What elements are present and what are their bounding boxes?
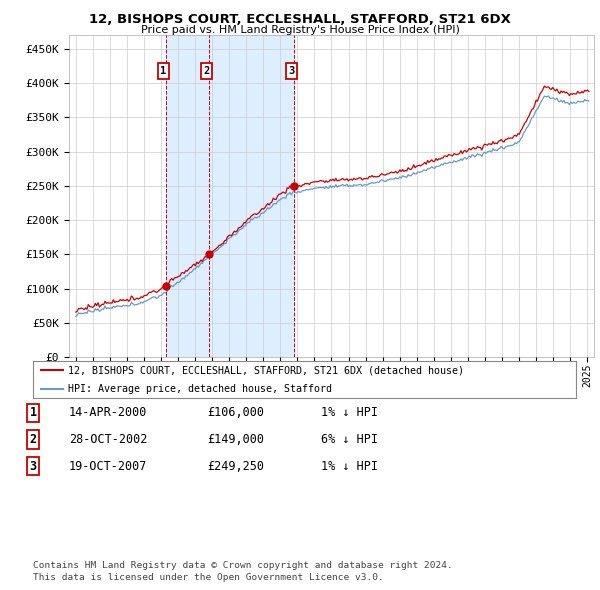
Text: HPI: Average price, detached house, Stafford: HPI: Average price, detached house, Staf… xyxy=(68,384,332,394)
Text: 28-OCT-2002: 28-OCT-2002 xyxy=(69,433,148,446)
Text: 1% ↓ HPI: 1% ↓ HPI xyxy=(321,460,378,473)
Text: 1: 1 xyxy=(29,407,37,419)
Text: 1: 1 xyxy=(160,66,167,76)
Text: This data is licensed under the Open Government Licence v3.0.: This data is licensed under the Open Gov… xyxy=(33,572,384,582)
Text: 2: 2 xyxy=(29,433,37,446)
Text: 12, BISHOPS COURT, ECCLESHALL, STAFFORD, ST21 6DX: 12, BISHOPS COURT, ECCLESHALL, STAFFORD,… xyxy=(89,13,511,26)
Text: Contains HM Land Registry data © Crown copyright and database right 2024.: Contains HM Land Registry data © Crown c… xyxy=(33,560,453,570)
Text: £149,000: £149,000 xyxy=(207,433,264,446)
Text: 2: 2 xyxy=(203,66,210,76)
Text: 14-APR-2000: 14-APR-2000 xyxy=(69,407,148,419)
Text: £249,250: £249,250 xyxy=(207,460,264,473)
Text: 3: 3 xyxy=(29,460,37,473)
Text: 1% ↓ HPI: 1% ↓ HPI xyxy=(321,407,378,419)
Text: 6% ↓ HPI: 6% ↓ HPI xyxy=(321,433,378,446)
Text: 12, BISHOPS COURT, ECCLESHALL, STAFFORD, ST21 6DX (detached house): 12, BISHOPS COURT, ECCLESHALL, STAFFORD,… xyxy=(68,365,464,375)
Text: 19-OCT-2007: 19-OCT-2007 xyxy=(69,460,148,473)
Text: 3: 3 xyxy=(289,66,295,76)
Text: Price paid vs. HM Land Registry's House Price Index (HPI): Price paid vs. HM Land Registry's House … xyxy=(140,25,460,35)
Text: £106,000: £106,000 xyxy=(207,407,264,419)
Bar xyxy=(166,35,209,357)
Bar xyxy=(209,35,294,357)
